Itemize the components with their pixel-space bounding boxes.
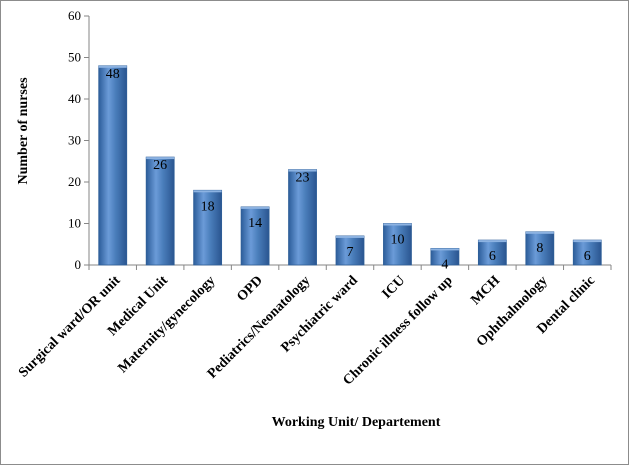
- bar-top-highlight: [146, 157, 175, 160]
- bar-top-highlight: [193, 190, 222, 193]
- data-label: 48: [106, 67, 120, 82]
- bar-top-highlight: [525, 231, 554, 234]
- bar: [145, 156, 175, 266]
- data-label: 6: [489, 249, 496, 264]
- bar-top-highlight: [383, 223, 412, 226]
- y-tick-label: 0: [75, 257, 82, 272]
- bar-top-highlight: [241, 206, 270, 209]
- category-label: OPD: [234, 273, 266, 305]
- y-tick-label: 50: [68, 50, 81, 65]
- bar-top-highlight: [573, 240, 602, 243]
- category-label: MCH: [468, 273, 503, 308]
- x-axis: [88, 264, 612, 270]
- bar-top-highlight: [478, 240, 507, 243]
- bar: [98, 65, 128, 266]
- data-labels: 48 26 18 14 23 7 10 4 6 8 6: [106, 67, 591, 273]
- data-label: 4: [441, 257, 448, 272]
- category-label: ICU: [380, 273, 409, 302]
- y-axis: 0 10 20 30 40 50 60: [68, 8, 90, 272]
- category-label: Maternity/gynecology: [115, 273, 218, 376]
- data-label: 14: [248, 216, 262, 231]
- bar-top-highlight: [98, 65, 127, 68]
- y-axis-title: Number of nurses: [16, 77, 31, 185]
- bar: [383, 223, 412, 266]
- data-label: 6: [584, 249, 591, 264]
- x-axis-title: Working Unit/ Departement: [272, 415, 441, 430]
- bar: [240, 206, 270, 266]
- data-label: 7: [347, 245, 354, 260]
- bar: [572, 239, 602, 266]
- data-label: 8: [536, 241, 543, 256]
- bar: [193, 189, 223, 266]
- data-label: 23: [296, 171, 310, 186]
- bar-top-highlight: [430, 248, 459, 251]
- bar: [525, 231, 555, 266]
- bars: [98, 65, 602, 266]
- data-label: 10: [390, 233, 404, 248]
- y-tick-label: 10: [68, 216, 81, 231]
- y-tick-label: 40: [68, 91, 81, 106]
- bar-top-highlight: [336, 235, 364, 238]
- bar: [288, 169, 317, 266]
- bar-top-highlight: [288, 169, 317, 172]
- y-tick-label: 60: [68, 8, 81, 23]
- data-label: 18: [201, 199, 215, 214]
- data-label: 26: [153, 158, 167, 173]
- y-tick-label: 30: [68, 133, 81, 148]
- y-tick-label: 20: [68, 174, 81, 189]
